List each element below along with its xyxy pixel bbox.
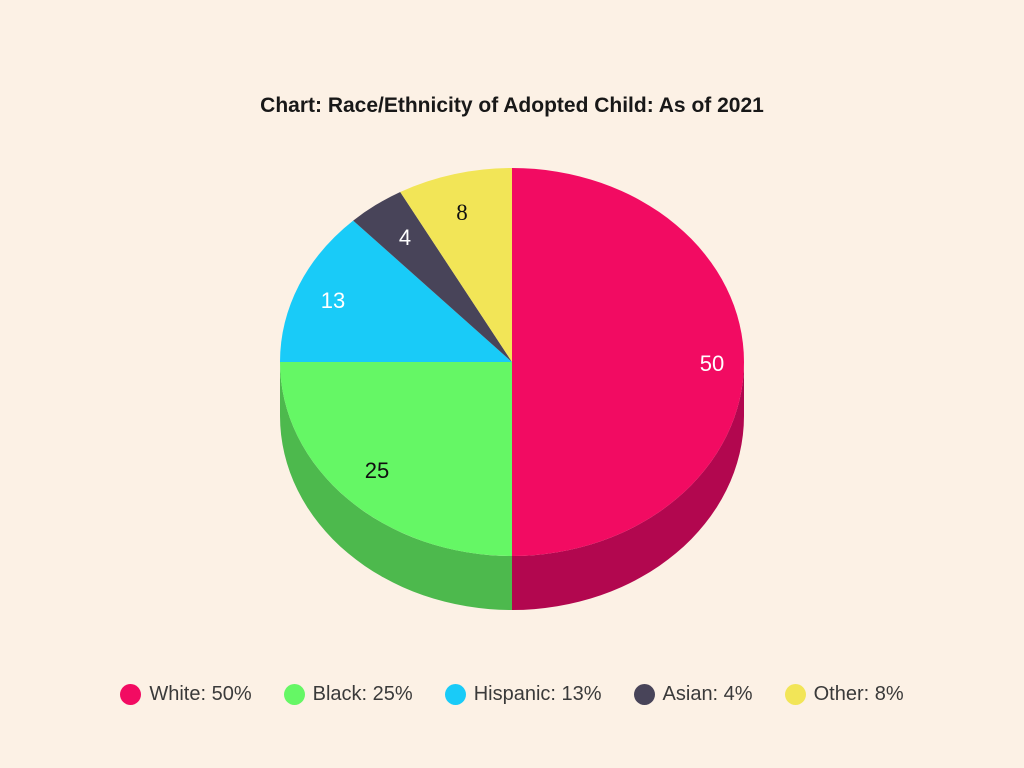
legend-label: Black: 25% xyxy=(312,683,413,705)
legend-item-hispanic: Hispanic: 13% xyxy=(444,683,602,706)
pie-slice-value-asian: 4 xyxy=(399,225,411,250)
legend-item-black: Black: 25% xyxy=(283,683,413,706)
legend-swatch-icon xyxy=(784,684,806,705)
pie-slice-hispanic xyxy=(280,220,512,362)
legend-item-asian: Asian: 4% xyxy=(633,683,753,706)
legend-swatch-icon xyxy=(633,684,655,705)
chart-legend: White: 50% Black: 25% Hispanic: 13% Asian: … xyxy=(0,683,1024,706)
pie-slice-other xyxy=(400,168,512,362)
legend-label: White: 50% xyxy=(149,683,252,705)
pie-slice-value-black: 25 xyxy=(365,458,389,483)
pie-slice-value-hispanic: 13 xyxy=(321,288,345,313)
pie-slice-white xyxy=(512,168,744,556)
pie-slice-side-black xyxy=(280,362,512,610)
pie-slice-side-white xyxy=(512,362,744,610)
chart-title: Chart: Race/Ethnicity of Adopted Child: … xyxy=(260,94,764,117)
pie-slice-asian xyxy=(353,192,512,362)
pie-slice-value-other: 8 xyxy=(456,200,468,225)
legend-item-other: Other: 8% xyxy=(784,683,904,706)
legend-label: Hispanic: 13% xyxy=(473,683,602,705)
legend-item-white: White: 50% xyxy=(120,683,252,706)
pie-slice-value-white: 50 xyxy=(700,351,724,376)
legend-swatch-icon xyxy=(283,684,305,705)
pie-slice-black xyxy=(280,362,512,556)
legend-label: Asian: 4% xyxy=(662,683,753,705)
legend-label: Other: 8% xyxy=(813,683,904,705)
legend-swatch-icon xyxy=(120,684,142,705)
legend-swatch-icon xyxy=(444,684,466,705)
